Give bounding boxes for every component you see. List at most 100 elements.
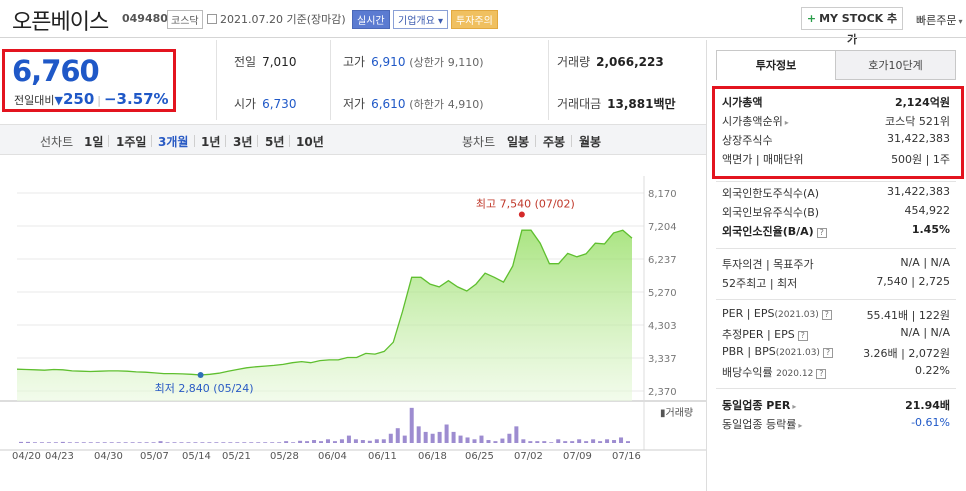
calendar-icon (207, 14, 217, 24)
volume-bar (256, 442, 261, 443)
par-label: 액면가 | 매매단위 (722, 153, 804, 166)
x-tick-label: 05/14 (182, 451, 211, 462)
period-1d[interactable]: 1일 (84, 135, 104, 149)
volume-bar (451, 431, 456, 443)
volume-bar (284, 441, 289, 443)
quick-order-label: 빠른주문 (916, 14, 957, 27)
quick-order-button[interactable]: 빠른주문 ▾ (916, 12, 963, 28)
upper-limit-label: (상한가 (409, 56, 444, 69)
volume-bar (144, 442, 149, 443)
volume-bar (402, 435, 407, 443)
plus-icon: + (806, 12, 817, 25)
volume-bar (409, 407, 414, 443)
help-icon[interactable]: ? (821, 310, 832, 320)
volume-bar (116, 442, 121, 443)
x-tick-label: 06/11 (368, 451, 397, 462)
volume-bar (584, 441, 589, 443)
tab-order-book[interactable]: 호가10단계 (836, 50, 956, 80)
candle-daily[interactable]: 일봉 (507, 135, 530, 149)
prev-close-label: 전일 (234, 55, 257, 69)
low-label: 저가 (343, 97, 366, 111)
volume-bar (60, 441, 65, 443)
y-tick-label: 2,370 (648, 387, 677, 398)
divider (716, 181, 956, 182)
divider (151, 135, 152, 147)
x-tick-label: 05/07 (140, 451, 169, 462)
period-3y[interactable]: 3년 (233, 135, 253, 149)
y-tick-label: 8,170 (648, 189, 677, 200)
pbr-label: PBR | BPS (722, 345, 776, 358)
realtime-badge[interactable]: 실시간 (352, 10, 390, 29)
my-stock-add-button[interactable]: + MY STOCK 추가 (801, 7, 903, 46)
x-tick-label: 07/09 (563, 451, 592, 462)
candle-monthly[interactable]: 월봉 (579, 135, 602, 149)
volume-bar (374, 439, 379, 443)
volume-bar (67, 442, 72, 443)
divider (716, 299, 956, 300)
volume-bar (207, 442, 212, 443)
volume-bar (430, 433, 435, 443)
low-price: 저가 6,610 (하한가 4,910) (343, 95, 484, 112)
down-arrow-icon: ▼ (54, 94, 63, 107)
volume-bar (416, 426, 421, 443)
period-10y[interactable]: 10년 (296, 135, 324, 149)
par-value: 500원 | 1주 (891, 153, 950, 166)
volume-bar (514, 426, 519, 443)
price-highlight-box (2, 49, 176, 112)
stock-code: 049480 (122, 12, 168, 25)
stock-header: 오픈베이스 049480 코스닥 2021.07.20 기준(장마감) 실시간 … (0, 0, 966, 46)
week52-value: 7,540 | 2,725 (876, 275, 950, 288)
volume-bar (535, 441, 540, 443)
help-icon[interactable]: ? (797, 331, 808, 341)
per-row: PER | EPS(2021.03)? 55.41배 | 122원 (722, 307, 950, 322)
volume-bar (458, 435, 463, 443)
industry-per-row[interactable]: 동일업종 PER ▸ 21.94배 (722, 397, 950, 413)
candle-weekly[interactable]: 주봉 (543, 135, 566, 149)
volume-bar (186, 442, 191, 443)
divider (330, 40, 331, 120)
tab-investment-info[interactable]: 투자정보 (716, 50, 836, 80)
price-change: 전일대비▼250 | −3.57% (14, 90, 169, 108)
side-panel (706, 40, 966, 491)
help-icon[interactable]: ? (816, 369, 827, 379)
industry-change-row[interactable]: 동일업종 등락률 ▸ -0.61% (722, 416, 950, 432)
amount-label: 거래대금 (557, 97, 602, 111)
volume-bar (158, 441, 163, 443)
foreign-limit-row: 외국인한도주식수(A) 31,422,383 (722, 185, 950, 201)
volume-bar (612, 440, 617, 443)
volume-bar (367, 440, 372, 443)
volume-bar (493, 441, 498, 443)
volume-bar (423, 431, 428, 443)
x-tick-label: 05/21 (222, 451, 251, 462)
company-overview-dropdown[interactable]: 기업개요 ▾ (393, 10, 449, 29)
period-5y[interactable]: 5년 (265, 135, 285, 149)
x-tick-label: 06/18 (418, 451, 447, 462)
upper-limit-value: 9,110) (447, 56, 484, 69)
prev-close-value: 7,010 (262, 55, 297, 69)
cap-rank-row[interactable]: 시가총액순위 ▸ 코스닥 521위 (722, 113, 950, 129)
help-icon[interactable]: ? (816, 228, 827, 238)
volume-bar (598, 441, 603, 443)
foreign-rate-row: 외국인소진율(B/A)? 1.45% (722, 223, 950, 239)
period-1w[interactable]: 1주일 (116, 135, 147, 149)
par-row: 액면가 | 매매단위 500원 | 1주 (722, 151, 950, 167)
help-icon[interactable]: ? (822, 348, 833, 358)
divider (257, 135, 258, 147)
industry-per-label: 동일업종 PER (722, 399, 791, 412)
foreign-limit-label: 외국인한도주식수(A) (722, 187, 820, 200)
volume-bar (556, 439, 561, 443)
prev-close: 전일 7,010 (234, 53, 296, 70)
high-price: 고가 6,910 (상한가 9,110) (343, 53, 484, 70)
amount-unit: 백만 (653, 97, 676, 111)
volume-bar (549, 442, 554, 443)
volume-bar (325, 439, 330, 443)
period-3m[interactable]: 3개월 (158, 135, 189, 149)
price-chart[interactable]: 8,170 7,204 6,237 5,270 4,303 3,337 2,370 최고 7,… (0, 156, 706, 491)
x-tick-label: 04/30 (94, 451, 123, 462)
period-1y[interactable]: 1년 (201, 135, 221, 149)
volume-bar (437, 431, 442, 443)
volume-bar (74, 442, 79, 443)
volume-bar (346, 435, 351, 443)
volume-bar (214, 442, 219, 443)
divider (108, 135, 109, 147)
